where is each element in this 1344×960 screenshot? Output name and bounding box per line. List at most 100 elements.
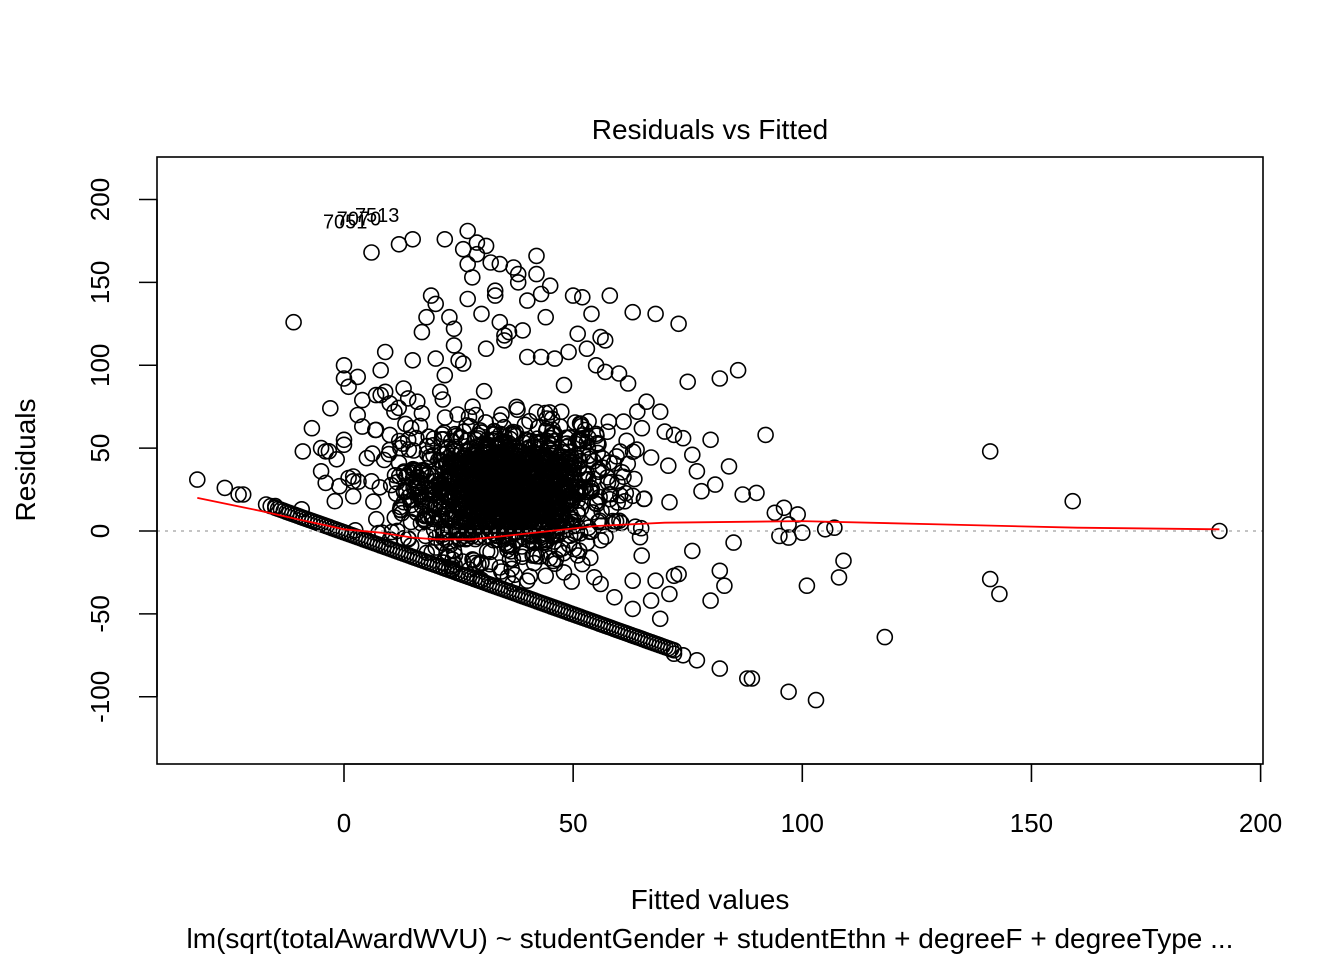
data-point [597,528,614,545]
data-point [981,570,999,588]
data-point [587,425,605,443]
data-point [624,600,642,618]
data-point [376,383,394,401]
data-point [436,366,454,384]
data-point [454,524,471,542]
data-point [729,361,747,379]
data-point [588,434,606,452]
data-point [537,458,555,475]
data-point [522,498,539,516]
data-point [435,554,452,571]
x-tick-label: 150 [1010,808,1053,838]
data-point [419,465,437,482]
data-point [716,577,733,595]
data-point [572,415,590,433]
data-point [460,408,478,426]
data-point [411,417,429,435]
data-point [486,282,504,300]
y-tick-label: -100 [85,671,115,723]
data-point [481,487,499,504]
data-point [670,315,687,333]
data-point [518,348,536,366]
data-point [501,528,519,546]
data-point [590,436,607,453]
data-point [441,308,458,326]
data-point [446,556,463,574]
smoother-line [197,497,1220,541]
data-point [499,568,517,586]
data-point [563,573,581,590]
data-point [365,493,382,510]
plot-frame [156,156,1264,765]
data-point [546,350,564,367]
data-point [580,447,598,464]
data-point [499,484,517,502]
data-point [496,332,513,349]
data-point [335,356,353,374]
data-point [798,577,816,595]
data-point [328,450,346,468]
y-tick-label: 50 [85,434,115,463]
data-point [757,426,774,444]
data-point [560,343,577,361]
data-point [555,544,572,562]
data-point [425,521,443,539]
data-point [626,518,644,536]
data-point [349,368,367,386]
data-point [441,533,459,550]
data-point [470,555,487,573]
data-point [459,474,476,492]
data-point [683,542,701,560]
data-point [395,380,412,397]
data-point [504,550,522,568]
data-point [615,468,632,486]
data-point [688,651,706,669]
y-tick-label: 150 [85,261,115,304]
data-point [578,340,596,358]
data-point [626,470,643,488]
outlier-label: 7513 [355,205,400,227]
data-point [418,308,435,326]
data-point [544,421,561,439]
data-point [581,549,599,567]
data-point [509,265,527,283]
data-point [475,382,493,400]
x-tick-label: 200 [1239,808,1282,838]
data-point [780,516,797,533]
data-point [335,370,353,387]
data-point [456,479,473,497]
data-point [738,670,756,687]
data-point [349,406,367,424]
data-point [516,509,534,526]
data-point [519,463,537,481]
data-point [1211,522,1228,540]
data-point [433,534,451,552]
data-point [771,527,788,545]
data-point [366,421,384,439]
data-point [372,386,390,404]
data-point [445,320,463,338]
data-point [473,305,490,323]
data-point [590,463,607,481]
data-point [555,564,573,581]
data-point [535,518,552,535]
data-point [702,592,719,609]
scatter-points [189,222,1228,709]
data-point [642,592,660,609]
data-point [450,452,468,470]
data-point [399,390,417,407]
data-point [633,547,651,564]
data-point [532,285,550,303]
data-point [702,431,719,449]
data-point [230,486,247,503]
data-point [635,490,653,508]
data-point [552,403,570,421]
data-point [611,443,629,460]
data-point [518,292,536,309]
data-point [665,426,683,444]
data-point [789,506,807,523]
outlier-label: 7070 [337,208,382,230]
data-point [431,383,449,401]
data-point [711,370,729,387]
data-point [589,444,607,462]
